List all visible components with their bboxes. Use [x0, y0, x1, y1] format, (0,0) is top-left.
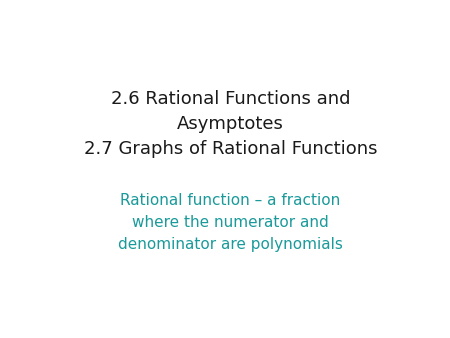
Text: Rational function – a fraction
where the numerator and
denominator are polynomia: Rational function – a fraction where the… — [118, 193, 343, 252]
Text: 2.6 Rational Functions and
Asymptotes
2.7 Graphs of Rational Functions: 2.6 Rational Functions and Asymptotes 2.… — [84, 90, 378, 158]
